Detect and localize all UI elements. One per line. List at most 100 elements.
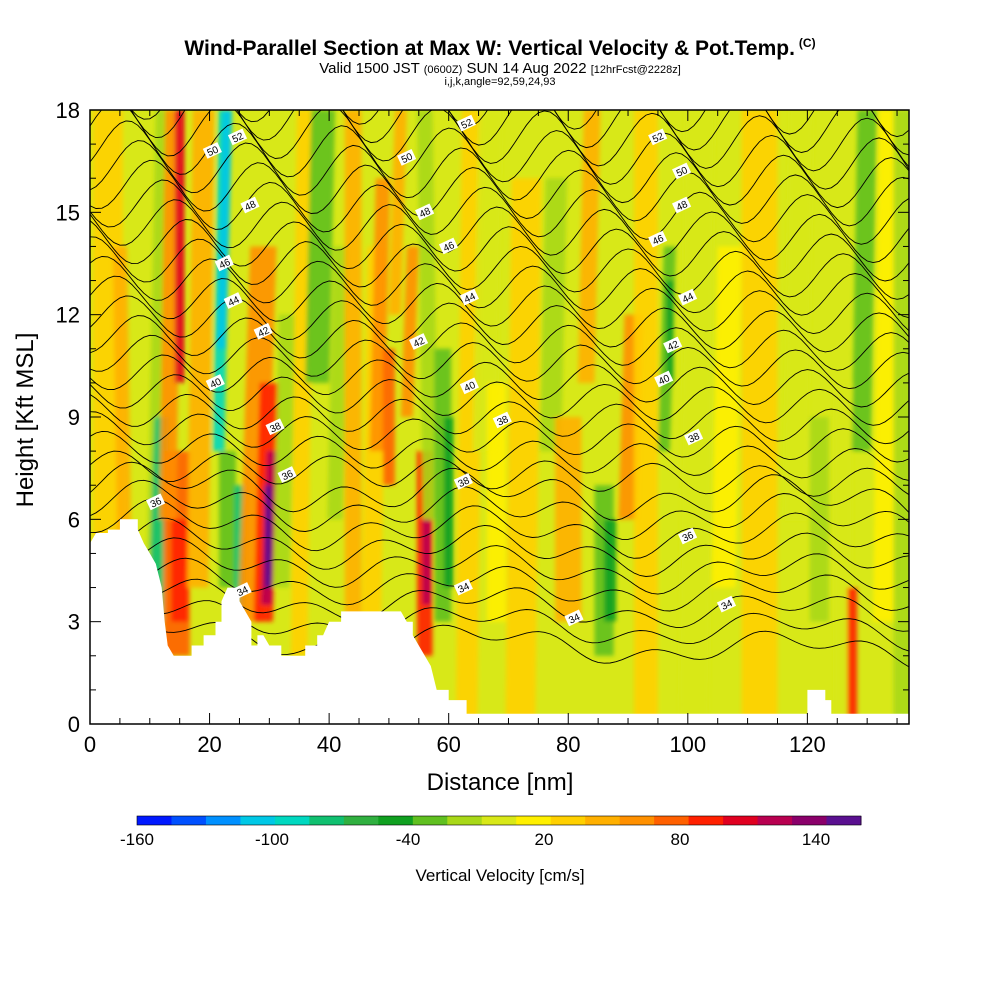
velocity-band (741, 110, 778, 724)
theta-contour-line (90, 179, 909, 245)
y-tick-label: 15 (56, 200, 80, 225)
contour-label: 52 (648, 128, 668, 146)
valid-time: Valid 1500 JST (319, 60, 420, 77)
colorbar-swatch (516, 816, 552, 825)
colorbar-swatch (723, 816, 759, 825)
colorbar-swatch (550, 816, 586, 825)
contour-label-bg (453, 472, 473, 490)
colorbar-swatch (240, 816, 276, 825)
contour-label-text: 50 (400, 151, 415, 166)
contour-label-bg (397, 148, 417, 166)
contour-label: 44 (459, 288, 479, 306)
contour-label: 46 (438, 237, 459, 255)
contour-label: 50 (202, 142, 222, 159)
velocity-band (666, 280, 674, 383)
chart-subtitle: Valid 1500 JST (0600Z) SUN 14 Aug 2022 [… (0, 60, 1000, 77)
theta-contour-line (90, 354, 909, 408)
contour-label-text: 38 (496, 414, 511, 429)
chart-indices: i,j,k,angle=92,59,24,93 (0, 76, 1000, 88)
colorbar-swatch (274, 816, 310, 825)
theta-contour-line (90, 537, 909, 595)
chart-title: Wind-Parallel Section at Max W: Vertical… (0, 36, 1000, 61)
title-main: Wind-Parallel Section at Max W: Vertical… (184, 37, 795, 60)
contour-label-text: 48 (675, 199, 690, 214)
velocity-band (847, 587, 857, 724)
velocity-band (290, 110, 314, 656)
x-tick-label: 80 (556, 732, 580, 757)
velocity-band (486, 382, 507, 622)
axis-ticks (89, 109, 909, 725)
velocity-band (400, 246, 419, 417)
contour-label: 40 (654, 370, 674, 388)
contour-label-text: 40 (657, 373, 672, 388)
contour-label: 48 (672, 196, 692, 214)
contour-label-bg (453, 578, 473, 596)
colorbar-swatch (826, 816, 862, 825)
velocity-band (809, 417, 829, 622)
contour-label-bg (277, 466, 297, 483)
contour-label: 44 (678, 288, 698, 306)
contour-label-text: 34 (235, 584, 250, 599)
contour-label: 48 (415, 203, 435, 221)
contour-label-bg (240, 196, 260, 214)
contour-label: 34 (716, 595, 737, 613)
contour-label-bg (205, 374, 225, 391)
contour-label-text: 38 (457, 475, 472, 490)
velocity-band (272, 314, 296, 588)
contour-label-text: 52 (231, 131, 246, 146)
velocity-band (174, 110, 185, 383)
velocity-band (505, 178, 542, 724)
contour-label-bg (648, 230, 668, 248)
velocity-band (472, 110, 503, 452)
velocity-band (382, 348, 395, 486)
colorbar-swatch (309, 816, 345, 825)
contour-label-text: 46 (442, 240, 457, 255)
contour-label-bg (672, 196, 692, 214)
contour-label-bg (564, 609, 584, 627)
contour-label: 36 (678, 527, 698, 545)
y-tick-label: 3 (68, 610, 80, 635)
contour-label: 46 (648, 230, 668, 248)
contour-label: 48 (240, 196, 260, 214)
colorbar-swatch (757, 816, 793, 825)
velocity-band (171, 519, 189, 622)
velocity-band (264, 485, 272, 588)
colorbar-label: 80 (671, 830, 690, 849)
velocity-band (539, 178, 568, 452)
contour-label-text: 34 (720, 598, 735, 613)
x-tick-label: 60 (436, 732, 460, 757)
x-tick-label: 0 (84, 732, 96, 757)
contour-label-text: 36 (149, 496, 164, 511)
contour-label-text: 38 (687, 431, 702, 446)
theta-contour-line (131, 110, 909, 138)
velocity-band (305, 110, 336, 383)
velocity-band (851, 110, 877, 452)
theta-contour-line (90, 479, 909, 540)
contour-label-bg (456, 114, 476, 132)
velocity-band (711, 246, 742, 588)
theta-contour-line (90, 275, 909, 335)
contour-label-text: 46 (218, 257, 233, 272)
x-tick-label: 100 (669, 732, 706, 757)
colorbar-swatch (412, 816, 448, 825)
colorbar-swatch (619, 816, 655, 825)
valid-utc: (0600Z) (423, 64, 463, 76)
contour-label: 36 (277, 466, 297, 483)
valid-date: SUN 14 Aug 2022 (466, 60, 587, 77)
theta-contour-line (90, 461, 909, 521)
contour-label: 52 (456, 114, 476, 132)
velocity-band (327, 246, 349, 520)
y-tick-label: 6 (68, 507, 80, 532)
colorbar-labels: -160 -100 -40 20 80 140 (120, 830, 830, 849)
contour-label: 50 (397, 148, 417, 166)
contour-label: 36 (146, 493, 166, 511)
colorbar-swatch (654, 816, 690, 825)
contour-label-bg (663, 336, 683, 354)
velocity-band (219, 451, 236, 588)
x-tick-label: 40 (317, 732, 341, 757)
contour-label-bg (253, 322, 273, 340)
velocity-band (604, 519, 617, 622)
contour-label-bg (202, 142, 222, 159)
contour-label-bg (223, 292, 243, 309)
